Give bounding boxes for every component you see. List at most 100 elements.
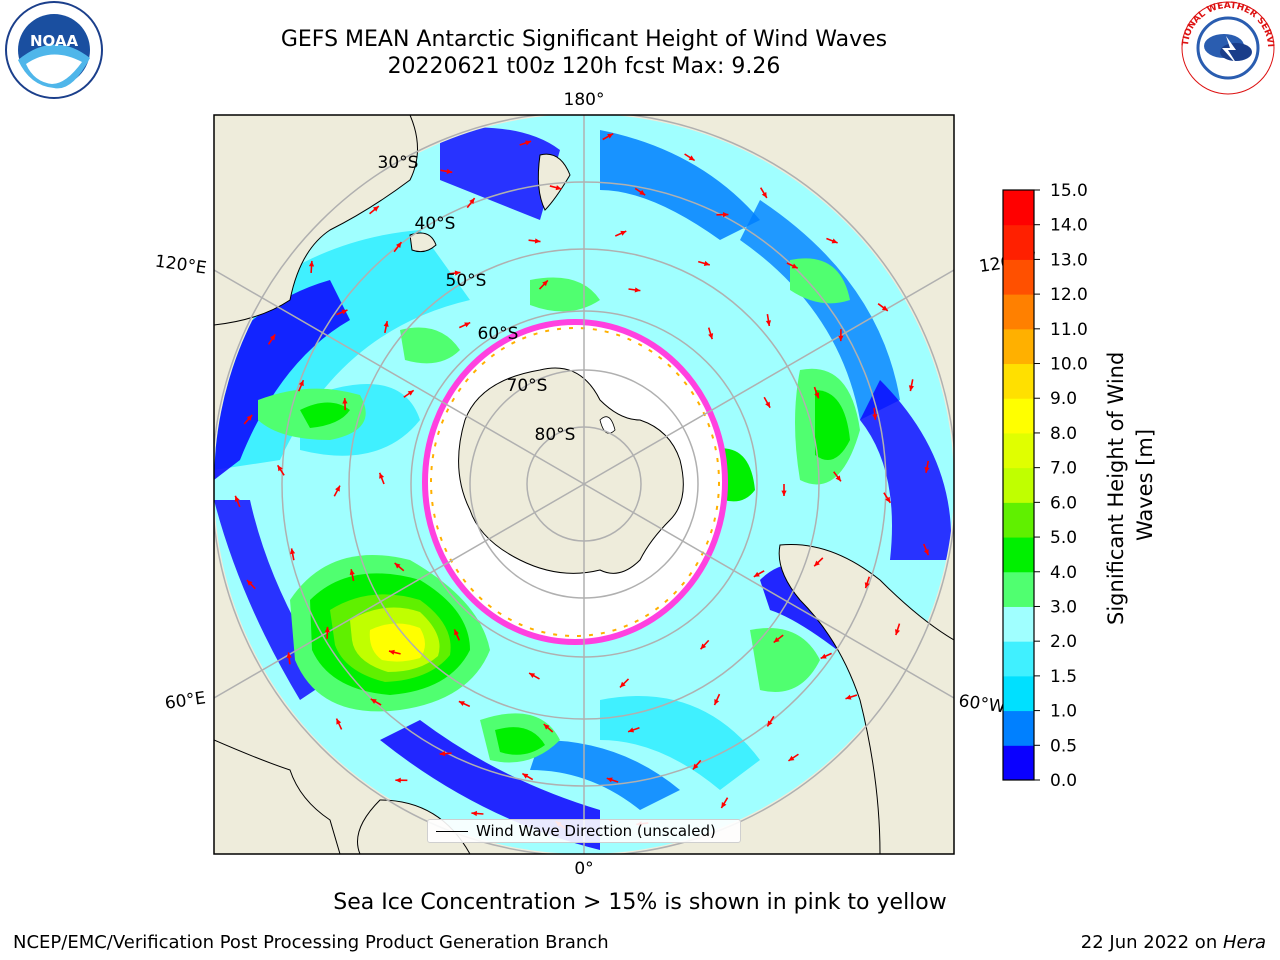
wave-direction-arrowhead bbox=[765, 401, 771, 408]
wave-direction-arrowhead bbox=[458, 701, 465, 707]
wave-direction-arrowhead bbox=[835, 475, 841, 482]
colorbar-segment bbox=[1003, 328, 1034, 365]
colorbar-tick-label: 4.0 bbox=[1050, 563, 1077, 583]
wave-direction-arrowhead bbox=[349, 569, 355, 575]
wave-direction-arrowhead bbox=[336, 718, 342, 725]
wave-direction-arrowhead bbox=[246, 580, 253, 586]
wave-direction-arrowhead bbox=[864, 582, 870, 589]
run-date: 22 Jun 2022 on Hera bbox=[1081, 932, 1266, 953]
colorbar-tick-label: 7.0 bbox=[1050, 459, 1077, 479]
wave-direction-arrowhead bbox=[469, 198, 475, 204]
wave-direction-arrowhead bbox=[908, 385, 915, 392]
wave-direction-arrowhead bbox=[814, 560, 820, 567]
colorbar-tick-label: 14.0 bbox=[1050, 216, 1088, 236]
colorbar-label: Significant Height of Wind Waves [m] bbox=[1104, 345, 1157, 625]
wave-direction-arrowhead bbox=[372, 206, 379, 212]
wave-direction-arrowhead bbox=[534, 238, 541, 244]
colorbar-segment bbox=[1003, 224, 1034, 260]
colorbar-tick-label: 12.0 bbox=[1050, 285, 1088, 305]
wave-direction-arrowhead bbox=[924, 467, 930, 473]
colorbar-tick-label: 3.0 bbox=[1050, 597, 1077, 617]
colorbar-tick-label: 0.5 bbox=[1050, 736, 1077, 756]
wave-direction-arrowhead bbox=[881, 305, 888, 311]
wave-direction-arrowhead bbox=[845, 694, 852, 700]
wave-direction-arrowhead bbox=[529, 673, 536, 678]
wave-direction-arrowhead bbox=[298, 380, 304, 387]
colorbar-tick-label: 10.0 bbox=[1050, 355, 1088, 375]
wave-direction-arrowhead bbox=[606, 777, 613, 783]
lat-label-80s: 80°S bbox=[535, 425, 576, 445]
wave-direction-arrowhead bbox=[773, 637, 780, 643]
wave-direction-arrowhead bbox=[525, 140, 532, 146]
colorbar-tick-label: 11.0 bbox=[1050, 320, 1088, 340]
colorbar-frame bbox=[1002, 189, 1035, 781]
wave-direction-arrowhead bbox=[395, 777, 401, 783]
wave-direction-arrowhead bbox=[464, 322, 471, 328]
lat-label-30s: 30°S bbox=[378, 153, 419, 173]
colorbar: 0.0 0.5 1.0 1.5 2.0 3.0 4.0 5.0 6.0 7.0 8.0 9.0 10.0… bbox=[1002, 181, 1088, 791]
wave-direction-arrowhead bbox=[923, 549, 929, 556]
wave-direction-arrowhead bbox=[607, 133, 614, 139]
colorbar-tick-label: 13.0 bbox=[1050, 250, 1088, 270]
wave-direction-arrowhead bbox=[383, 321, 389, 327]
colorbar-tick-label: 15.0 bbox=[1050, 181, 1088, 201]
colorbar-tick-label: 0.0 bbox=[1050, 771, 1077, 791]
colorbar-segment bbox=[1003, 294, 1034, 330]
wave-direction-arrowhead bbox=[341, 309, 348, 315]
wave-direction-arrowhead bbox=[894, 629, 900, 636]
wave-direction-arrowhead bbox=[286, 652, 292, 659]
producer-credit: NCEP/EMC/Verification Post Processing Pr… bbox=[13, 932, 609, 953]
colorbar-segment bbox=[1003, 502, 1034, 538]
wave-direction-arrowhead bbox=[379, 472, 385, 479]
wave-direction-arrowhead bbox=[885, 496, 891, 503]
wave-direction-arrowhead bbox=[439, 751, 446, 757]
wave-direction-arrowhead bbox=[246, 414, 253, 421]
map-frame-border bbox=[213, 114, 955, 855]
wave-direction-arrowhead bbox=[290, 548, 296, 555]
wave-direction-arrowhead bbox=[814, 392, 820, 399]
colorbar-segment bbox=[1003, 190, 1034, 226]
colorbar-tick-label: 9.0 bbox=[1050, 389, 1077, 409]
wave-direction-arrowhead bbox=[407, 390, 414, 396]
wave-direction-arrowhead bbox=[721, 802, 727, 808]
wave-direction-arrowhead bbox=[781, 490, 787, 496]
wave-direction-arrowhead bbox=[872, 414, 878, 420]
colorbar-segment bbox=[1003, 675, 1034, 712]
chart-title: GEFS MEAN Antarctic Significant Height o… bbox=[280, 27, 888, 52]
colorbar-segment bbox=[1003, 259, 1034, 295]
colorbar-tick-label: 8.0 bbox=[1050, 424, 1077, 444]
wave-direction-arrowhead bbox=[396, 242, 402, 249]
lon-label-60w: 60°W bbox=[957, 691, 1006, 717]
wave-direction-arrowhead bbox=[634, 287, 641, 293]
colorbar-segment bbox=[1003, 363, 1034, 399]
colorbar-tick-label: 1.0 bbox=[1050, 702, 1077, 722]
lat-label-70s: 70°S bbox=[507, 376, 548, 396]
wave-direction-arrowhead bbox=[628, 727, 635, 733]
wave-direction-arrowhead bbox=[692, 763, 699, 770]
lon-label-0: 0° bbox=[574, 859, 593, 879]
wave-direction-arrowhead bbox=[234, 495, 240, 502]
wave-direction-arrowhead bbox=[446, 168, 453, 174]
lat-label-50s: 50°S bbox=[446, 271, 487, 291]
chart-subtitle: 20220621 t00z 120h fcst Max: 9.26 bbox=[387, 54, 781, 79]
colorbar-segment bbox=[1003, 467, 1034, 503]
wave-direction-arrowhead bbox=[831, 238, 838, 244]
wave-direction-arrowhead bbox=[324, 626, 330, 633]
wave-direction-arrowhead bbox=[708, 333, 714, 340]
colorbar-segment bbox=[1003, 745, 1034, 781]
wave-direction-arrowhead bbox=[454, 270, 461, 276]
wave-direction-arrowhead bbox=[700, 643, 707, 650]
wind-wave-arrows bbox=[234, 132, 930, 830]
wave-direction-arrowhead bbox=[342, 398, 348, 404]
wave-direction-arrowhead bbox=[722, 212, 729, 218]
sea-ice-note: Sea Ice Concentration > 15% is shown in … bbox=[333, 890, 947, 915]
colorbar-segment bbox=[1003, 606, 1034, 642]
lat-label-60s: 60°S bbox=[478, 324, 519, 344]
wave-direction-arrowhead bbox=[335, 485, 340, 492]
wave-direction-arrowhead bbox=[388, 649, 395, 655]
wave-direction-arrowhead bbox=[619, 681, 626, 688]
run-machine: Hera bbox=[1222, 932, 1266, 953]
lon-label-180: 180° bbox=[564, 90, 605, 110]
colorbar-tick-label: 1.5 bbox=[1050, 667, 1077, 687]
